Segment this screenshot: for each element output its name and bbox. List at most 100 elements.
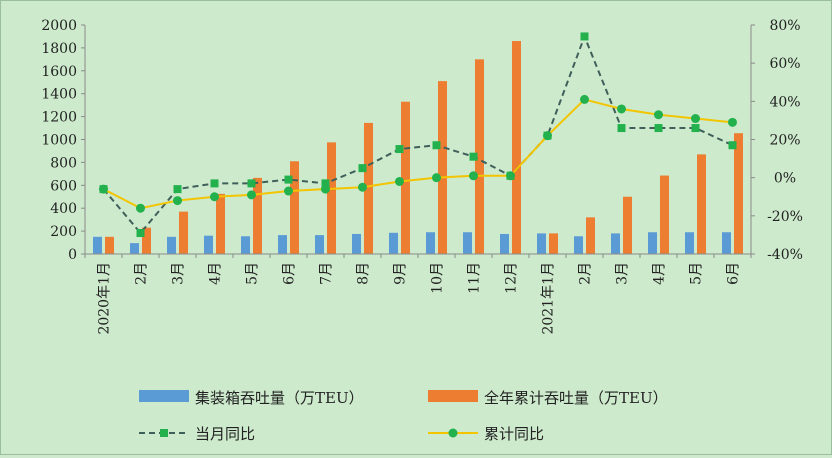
bar-cumulative-throughput	[105, 236, 114, 254]
marker-monthly-yoy	[321, 179, 330, 188]
marker-monthly-yoy	[284, 175, 293, 184]
bar-cumulative-throughput	[179, 211, 188, 254]
bar-container-throughput	[574, 236, 583, 254]
bar-cumulative-throughput	[142, 227, 151, 254]
left-tick-label: 0	[68, 247, 77, 263]
bar-container-throughput	[93, 236, 102, 254]
legend-marker	[160, 429, 168, 437]
bar-container-throughput	[241, 236, 250, 254]
x-tick-label: 4月	[208, 262, 224, 285]
bar-cumulative-throughput	[290, 161, 299, 254]
marker-cumulative-yoy	[210, 192, 219, 202]
bar-cumulative-throughput	[216, 193, 225, 254]
left-tick-label: 1800	[41, 41, 77, 57]
left-tick-label: 1200	[41, 110, 77, 126]
bar-container-throughput	[611, 233, 620, 254]
marker-cumulative-yoy	[284, 186, 293, 196]
left-tick-label: 2000	[41, 18, 77, 34]
marker-cumulative-yoy	[247, 190, 256, 200]
left-tick-label: 600	[50, 178, 77, 194]
bar-cumulative-throughput	[401, 101, 410, 254]
bar-cumulative-throughput	[327, 142, 336, 254]
bars-layer	[93, 41, 743, 255]
marker-cumulative-yoy	[358, 182, 367, 192]
left-tick-label: 1600	[41, 64, 77, 80]
right-tick-label: 0%	[774, 171, 796, 187]
left-tick-label: 1000	[41, 133, 77, 149]
x-tick-label: 2020年1月	[97, 262, 113, 335]
marker-monthly-yoy	[617, 124, 626, 133]
marker-cumulative-yoy	[506, 171, 515, 181]
marker-cumulative-yoy	[654, 110, 663, 120]
right-tick-label: 40%	[769, 94, 800, 110]
x-tick-label: 6月	[726, 262, 742, 285]
marker-cumulative-yoy	[580, 94, 589, 104]
x-tick-label: 3月	[615, 262, 631, 285]
marker-cumulative-yoy	[99, 184, 108, 194]
marker-monthly-yoy	[469, 152, 478, 161]
marker-cumulative-yoy	[617, 104, 626, 114]
right-tick-label: -40%	[767, 247, 803, 263]
bar-container-throughput	[500, 233, 509, 254]
bar-container-throughput	[278, 235, 287, 254]
x-tick-label: 4月	[652, 262, 668, 285]
line-monthly-yoy	[102, 33, 733, 235]
x-tick-label: 2021年1月	[541, 262, 557, 335]
marker-monthly-yoy	[173, 185, 182, 194]
x-tick-label: 3月	[171, 262, 187, 285]
bar-cumulative-throughput	[623, 196, 632, 254]
line-cumulative-yoy	[103, 98, 733, 210]
lines-layer	[99, 32, 737, 238]
left-axis: 0 200 400 600 800 1000 1200 1400 1600 1800 2000	[41, 18, 86, 263]
left-tick-label: 800	[50, 155, 77, 171]
bar-cumulative-throughput	[697, 154, 706, 254]
bar-cumulative-throughput	[549, 233, 558, 254]
x-tick-label: 8月	[356, 262, 372, 285]
x-tick-label: 2月	[578, 262, 594, 285]
marker-cumulative-yoy	[469, 171, 478, 181]
bar-container-throughput	[463, 232, 472, 254]
left-tick-label: 400	[50, 201, 77, 217]
bar-container-throughput	[352, 233, 361, 254]
marker-cumulative-yoy	[432, 173, 441, 183]
legend-label: 集装箱吞吐量（万TEU）	[195, 389, 364, 407]
marker-cumulative-yoy	[321, 184, 330, 194]
bar-cumulative-throughput	[253, 177, 262, 254]
marker-monthly-yoy	[358, 164, 367, 173]
x-axis: 2020年1月 2月 3月 4月 5月 6月 7月 8月 9月 10月 11月 12月 2021年1月 2…	[84, 253, 752, 335]
legend-swatch	[139, 390, 189, 402]
marker-monthly-yoy	[432, 141, 441, 150]
bar-cumulative-throughput	[438, 81, 447, 254]
legend-label: 当月同比	[195, 425, 255, 443]
bar-cumulative-throughput	[586, 217, 595, 254]
bar-cumulative-throughput	[512, 41, 521, 254]
bar-container-throughput	[167, 236, 176, 254]
bar-container-throughput	[722, 232, 731, 254]
x-tick-label: 12月	[504, 262, 520, 294]
marker-cumulative-yoy	[395, 176, 404, 186]
x-tick-label: 5月	[689, 262, 705, 285]
marker-monthly-yoy	[136, 229, 145, 238]
marker-monthly-yoy	[247, 179, 256, 188]
legend-label: 累计同比	[484, 425, 544, 443]
right-tick-label: 20%	[769, 133, 800, 149]
bar-cumulative-throughput	[660, 175, 669, 254]
x-tick-label: 10月	[430, 262, 446, 294]
x-tick-label: 7月	[319, 262, 335, 285]
marker-cumulative-yoy	[728, 117, 737, 127]
bar-cumulative-throughput	[475, 59, 484, 254]
bar-container-throughput	[685, 232, 694, 254]
marker-monthly-yoy	[395, 145, 404, 154]
bar-container-throughput	[204, 235, 213, 254]
left-tick-label: 200	[50, 224, 77, 240]
right-tick-label: -20%	[767, 209, 803, 225]
x-tick-label: 5月	[245, 262, 261, 285]
x-tick-label: 11月	[467, 262, 483, 294]
bar-container-throughput	[315, 235, 324, 254]
legend-label: 全年累计吞吐量（万TEU）	[484, 389, 668, 407]
marker-monthly-yoy	[691, 124, 700, 133]
marker-cumulative-yoy	[136, 203, 145, 213]
marker-cumulative-yoy	[691, 114, 700, 124]
